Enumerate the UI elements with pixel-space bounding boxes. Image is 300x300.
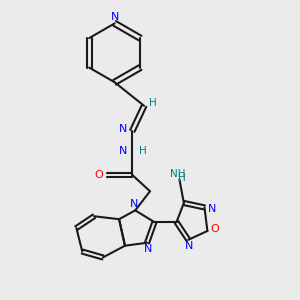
- Text: H: H: [178, 173, 186, 183]
- Text: N: N: [119, 146, 128, 157]
- Text: O: O: [94, 170, 103, 180]
- Text: NH: NH: [170, 169, 186, 179]
- Text: N: N: [110, 13, 119, 22]
- Text: N: N: [144, 244, 153, 254]
- Text: N: N: [185, 241, 193, 251]
- Text: H: H: [139, 146, 146, 157]
- Text: N: N: [130, 199, 138, 209]
- Text: O: O: [210, 224, 219, 235]
- Text: N: N: [119, 124, 128, 134]
- Text: N: N: [208, 204, 216, 214]
- Text: H: H: [149, 98, 157, 108]
